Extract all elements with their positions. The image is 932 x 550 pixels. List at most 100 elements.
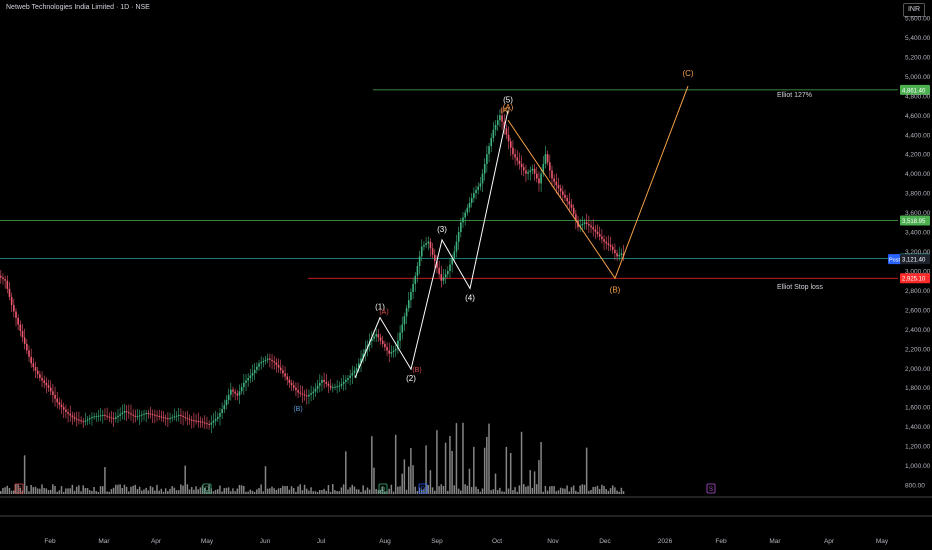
volume-bar [342,484,345,494]
volume-bar [305,488,308,494]
volume-bar [390,484,393,494]
volume-bar [223,488,226,494]
candle-body [271,359,273,362]
volume-bar [171,486,173,494]
candle-body [431,248,434,255]
candle-body [147,413,150,415]
candle-body [488,146,490,155]
candle-body [219,413,221,417]
candle-body [136,416,139,418]
candle-body [23,337,26,344]
volume-bar [427,485,429,494]
candle-body [26,343,28,351]
volume-bar [399,486,401,494]
volume-bar [73,490,76,494]
candle-body [15,311,17,318]
volume-bar [312,491,314,494]
volume-bar [284,486,286,494]
volume-bar [321,490,323,494]
volume-bar [466,485,469,494]
candle-body [58,402,61,405]
price-label: 4,861.40 [902,88,926,94]
volume-bar [603,485,605,494]
candle-body [316,385,319,389]
volume-bar [221,491,223,494]
candle-body [503,121,506,129]
volume-bar [483,447,486,494]
candle-body [286,376,289,380]
volume-bar [438,486,440,494]
candle-body [197,420,200,422]
minor-wave-label: (B) [293,406,302,413]
candle-body [342,381,345,384]
candle-body [240,387,243,392]
volume-bar [86,488,89,494]
volume-bar [412,465,414,494]
currency-button[interactable]: INR [903,3,925,17]
volume-bar [475,486,477,494]
volume-bar [101,486,104,494]
candle-body [112,418,115,420]
candle-body [41,377,43,381]
volume-bar [423,488,425,494]
price-axis: 800.00 1,000.00 1,200.00 1,400.00 1,600.00 1,… [905,16,931,490]
volume-bar [117,484,119,494]
volume-bar [464,484,466,494]
candle-body [566,197,568,202]
volume-bar [80,491,82,494]
volume-bar [551,486,553,494]
candle-body [562,191,564,195]
candle-body [377,334,380,338]
candle-body [332,387,334,389]
volume-bar [67,488,69,494]
y-tick-label: 4,400.00 [905,132,931,139]
candle-body [557,185,560,189]
volume-bar [203,487,206,494]
candle-body [73,417,76,419]
x-tick-label: Feb [44,538,56,545]
volume-bar [538,460,540,494]
volume-bar [596,485,599,494]
volume-bar [516,491,518,494]
candle-body [390,352,393,354]
volume-bar [310,487,312,494]
volume-bar [234,491,236,494]
candle-body [32,363,35,368]
candle-body [275,362,278,366]
volume-bar [115,484,117,494]
volume-bar [358,489,360,494]
candle-body [325,381,328,384]
volume-bar [132,485,134,494]
candle-body [67,412,69,414]
volume-bar [99,486,102,494]
volume-bar [212,491,215,494]
volume-bar [264,466,267,494]
volume-bar [39,488,41,494]
candle-body [429,241,432,249]
candles-layer [0,108,625,433]
candle-body [340,383,343,386]
volume-bar [490,490,492,494]
candle-body [598,233,601,237]
line-label: Elliot 127% [777,92,812,99]
volume-bar [138,486,141,494]
minor-wave-label: (A) [500,107,509,114]
volume-bar [119,484,121,494]
candle-body [169,418,171,420]
wave-label: (4) [465,293,475,302]
volume-bar [21,490,24,494]
candle-body [47,385,50,388]
candle-body [290,382,293,386]
wave-label-orange: (B) [610,285,621,294]
volume-bar [585,447,588,494]
volume-bar [134,484,137,494]
volume-bar [95,491,97,494]
volume-bar [451,450,453,494]
candle-body [217,416,219,419]
volume-bar [49,489,52,494]
volume-bar [403,459,406,494]
volume-bar [323,488,325,494]
y-tick-label: 4,200.00 [905,152,931,159]
candle-body [36,370,39,375]
